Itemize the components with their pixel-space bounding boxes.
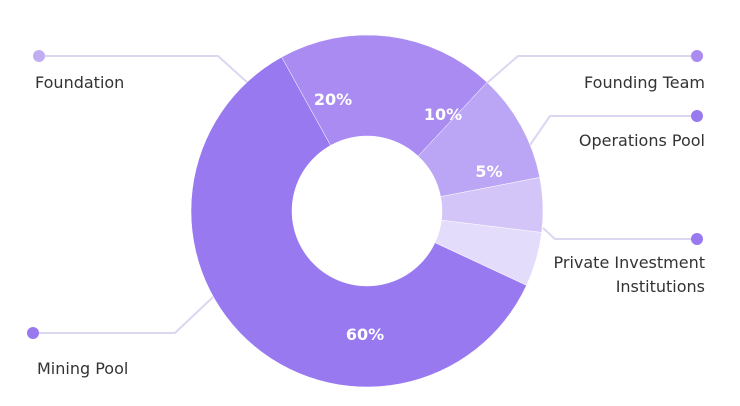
leader-line-private-investment-institutions [542, 227, 697, 240]
label-line-2: Institutions [615, 277, 705, 296]
leader-line-operations-pool [529, 115, 697, 146]
label-private-investment-institutions: Private Investment Institutions [554, 251, 706, 299]
leader-line-foundation [39, 55, 249, 84]
label-line-1: Private Investment [553, 253, 706, 272]
label-mining-pool: Mining Pool [37, 359, 129, 378]
data-label-foundation: 20% [314, 90, 352, 109]
slice-operations-pool[interactable] [440, 177, 544, 233]
label-founding-team: Founding Team [584, 73, 705, 92]
data-label-operations-pool: 5% [475, 162, 502, 181]
leader-line-founding-team [486, 55, 697, 84]
label-operations-pool: Operations Pool [578, 131, 705, 150]
leader-line-mining-pool [33, 296, 214, 334]
slice-mining-pool[interactable] [190, 56, 527, 388]
legend-dot-founding-team [691, 50, 703, 62]
legend-dot-private-investment-institutions [691, 233, 703, 245]
legend-dot-operations-pool [691, 110, 703, 122]
slice-foundation[interactable] [281, 34, 488, 157]
data-label-mining-pool: 60% [346, 325, 384, 344]
data-label-founding-team: 10% [424, 105, 462, 124]
legend-dot-mining-pool [27, 327, 39, 339]
legend-dot-foundation [33, 50, 45, 62]
label-foundation: Foundation [35, 73, 125, 92]
